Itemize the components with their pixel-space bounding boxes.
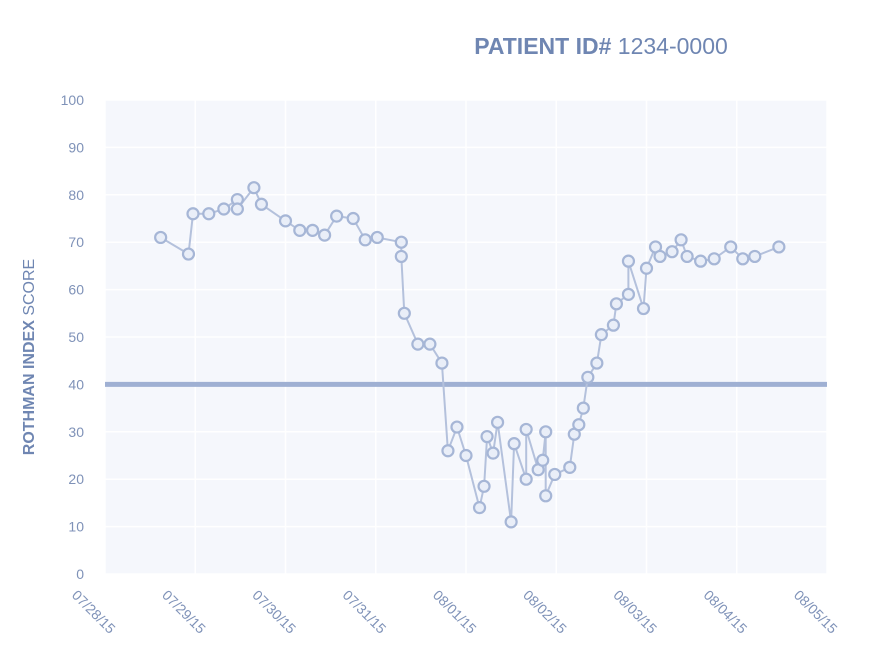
- data-point: [181, 247, 196, 261]
- data-point: [576, 401, 590, 415]
- data-point: [490, 415, 505, 429]
- data-point: [459, 448, 473, 463]
- y-tick-label: 50: [68, 329, 84, 345]
- x-tick-label: 08/02/15: [520, 587, 570, 637]
- data-point: [772, 240, 786, 254]
- data-point: [539, 425, 553, 439]
- x-tick-label: 08/03/15: [610, 587, 660, 637]
- data-point: [278, 214, 293, 228]
- data-points: [154, 181, 786, 529]
- data-point: [318, 228, 332, 242]
- y-axis-label-normal: SCORE: [21, 259, 38, 320]
- data-point: [680, 249, 694, 264]
- data-point: [423, 337, 437, 351]
- data-point: [394, 235, 408, 249]
- data-point: [548, 467, 562, 482]
- y-tick-label: 10: [68, 519, 84, 535]
- y-tick-label: 30: [68, 424, 84, 440]
- data-point: [247, 181, 261, 195]
- data-point: [563, 460, 577, 474]
- x-tick-label: 07/29/15: [159, 587, 209, 637]
- data-point: [202, 207, 216, 221]
- x-tick-label: 08/04/15: [701, 587, 751, 637]
- data-point: [639, 261, 654, 275]
- data-point: [330, 209, 344, 223]
- data-point: [590, 356, 604, 370]
- chart-title: PATIENT ID# 1234-0000: [474, 33, 728, 59]
- data-point: [305, 223, 320, 237]
- data-point: [594, 328, 608, 342]
- y-tick-label: 80: [68, 187, 84, 203]
- data-point: [370, 230, 384, 245]
- data-point: [519, 472, 533, 486]
- data-point: [707, 252, 721, 266]
- data-point: [519, 422, 533, 437]
- y-tick-label: 40: [68, 376, 84, 392]
- data-point: [254, 197, 269, 211]
- data-point: [572, 418, 586, 432]
- data-point: [621, 287, 636, 301]
- data-point: [581, 370, 595, 384]
- data-point: [186, 207, 200, 221]
- y-tick-label: 0: [76, 566, 84, 582]
- data-point: [480, 429, 494, 444]
- data-point: [358, 233, 372, 247]
- chart-title-bold: PATIENT ID#: [474, 33, 611, 59]
- data-point: [230, 202, 244, 216]
- data-point: [606, 318, 621, 332]
- x-tick-label: 08/05/15: [791, 587, 841, 637]
- data-point: [665, 245, 679, 259]
- data-point: [539, 489, 553, 503]
- data-point: [411, 337, 425, 351]
- data-point: [536, 453, 550, 467]
- data-point: [674, 233, 688, 247]
- data-point: [736, 252, 750, 266]
- data-point: [397, 306, 411, 320]
- y-tick-label: 100: [61, 92, 85, 108]
- data-point: [748, 249, 762, 264]
- data-point: [507, 437, 521, 451]
- data-point: [504, 515, 518, 529]
- data-point: [621, 254, 636, 268]
- data-point: [394, 249, 408, 264]
- y-tick-label: 90: [68, 139, 84, 155]
- data-point: [694, 254, 708, 268]
- y-axis-ticks: 0 10 20 30 40 50 60 70 80 90 100: [61, 92, 85, 582]
- chart-title-normal: 1234-0000: [611, 33, 727, 59]
- data-point: [435, 356, 449, 370]
- y-tick-label: 70: [68, 234, 84, 250]
- y-axis-label: ROTHMAN INDEX SCORE: [21, 259, 38, 455]
- x-tick-label: 08/01/15: [430, 587, 480, 637]
- data-point: [724, 240, 738, 254]
- data-point: [293, 223, 307, 237]
- data-point: [441, 444, 455, 458]
- data-point: [609, 297, 624, 311]
- x-tick-label: 07/28/15: [69, 587, 119, 637]
- data-point: [346, 211, 360, 226]
- data-point: [653, 249, 667, 264]
- data-point: [636, 301, 651, 316]
- data-point: [477, 479, 491, 493]
- x-tick-label: 07/30/15: [249, 587, 299, 637]
- grid-lines: [104, 99, 828, 575]
- data-point: [450, 420, 464, 434]
- y-tick-label: 60: [68, 282, 84, 298]
- x-tick-label: 07/31/15: [340, 587, 390, 637]
- data-point: [486, 446, 500, 460]
- data-point: [217, 202, 231, 216]
- y-tick-label: 20: [68, 471, 84, 487]
- data-point: [472, 501, 487, 515]
- x-axis-ticks: 07/28/15 07/29/15 07/30/15 07/31/15 08/01/15…: [69, 587, 841, 637]
- data-point: [154, 230, 168, 245]
- y-axis-label-bold: ROTHMAN INDEX: [21, 320, 38, 455]
